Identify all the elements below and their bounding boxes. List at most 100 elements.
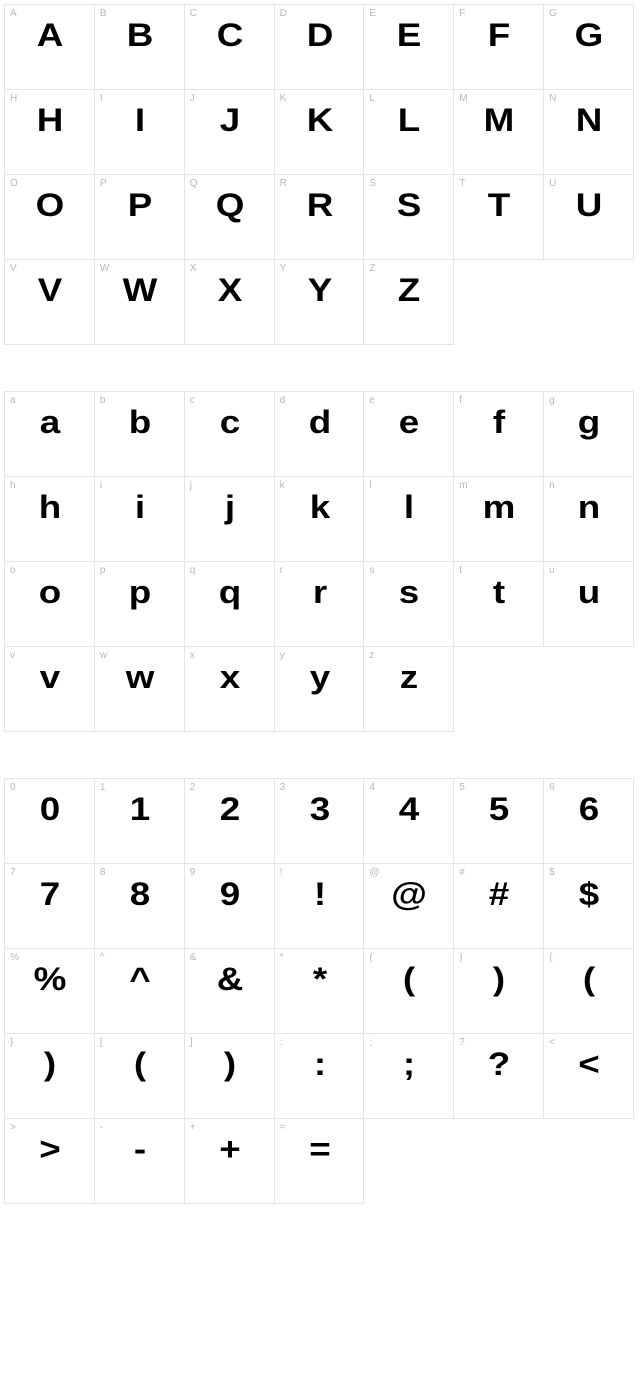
glyph-cell: vv [5,647,95,732]
cell-glyph: p [88,576,190,608]
glyph-cell: ee [364,392,454,477]
cell-label: a [10,395,16,406]
glyph-cell: ** [275,949,365,1034]
cell-glyph: P [88,189,190,221]
glyph-cell: ?? [454,1034,544,1119]
cell-label: c [190,395,195,406]
glyph-grid: AABBCCDDEEFFGGHHIIJJKKLLMMNNOOPPQQRRSSTT… [4,4,634,345]
glyph-cell: == [275,1119,365,1204]
glyph-cell: oo [5,562,95,647]
cell-glyph: Q [178,189,280,221]
cell-label: U [549,178,556,189]
empty-cell [364,1119,454,1204]
glyph-cell: FF [454,5,544,90]
cell-label: j [190,480,192,491]
cell-glyph: a [0,406,101,438]
cell-label: ; [369,1037,372,1048]
glyph-cell: jj [185,477,275,562]
cell-label: V [10,263,17,274]
cell-glyph: I [88,104,190,136]
cell-label: Q [190,178,198,189]
cell-glyph: f [448,406,550,438]
cell-glyph: 2 [178,793,280,825]
cell-label: w [100,650,107,661]
glyph-cell: 22 [185,779,275,864]
cell-label: - [100,1122,103,1133]
glyph-cell: MM [454,90,544,175]
cell-glyph: O [0,189,101,221]
glyph-cell: QQ [185,175,275,260]
glyph-cell: @@ [364,864,454,949]
cell-label: 9 [190,867,196,878]
cell-glyph: # [448,878,550,910]
cell-glyph: l [358,491,460,523]
cell-glyph: J [178,104,280,136]
glyph-cell: ii [95,477,185,562]
glyph-cell: rr [275,562,365,647]
cell-glyph: B [88,19,190,51]
cell-label: 4 [369,782,375,793]
cell-glyph: ) [448,963,550,995]
cell-glyph: 4 [358,793,460,825]
cell-glyph: r [268,576,370,608]
glyph-cell: -- [95,1119,185,1204]
cell-glyph: z [358,661,460,693]
cell-glyph: V [0,274,101,306]
cell-label: : [280,1037,283,1048]
glyph-cell: HH [5,90,95,175]
glyph-cell: ^^ [95,949,185,1034]
cell-label: S [369,178,376,189]
cell-label: 2 [190,782,196,793]
cell-label: D [280,8,287,19]
cell-label: = [280,1122,286,1133]
cell-glyph: u [537,576,639,608]
glyph-cell: DD [275,5,365,90]
glyph-cell: JJ [185,90,275,175]
cell-label: ! [280,867,283,878]
cell-glyph: c [178,406,280,438]
cell-label: 8 [100,867,106,878]
cell-glyph: L [358,104,460,136]
glyph-cell: $$ [544,864,634,949]
glyph-cell: 99 [185,864,275,949]
glyph-cell: OO [5,175,95,260]
glyph-cell: PP [95,175,185,260]
section-uppercase: AABBCCDDEEFFGGHHIIJJKKLLMMNNOOPPQQRRSSTT… [4,4,636,345]
cell-label: N [549,93,556,104]
glyph-cell: )) [454,949,544,1034]
cell-label: R [280,178,287,189]
glyph-cell: GG [544,5,634,90]
cell-label: } [10,1037,13,1048]
glyph-cell: xx [185,647,275,732]
font-character-map: AABBCCDDEEFFGGHHIIJJKKLLMMNNOOPPQQRRSSTT… [0,0,640,1218]
glyph-grid: 00112233445566778899!!@@##$$%%^^&&**(())… [4,778,634,1204]
glyph-cell: CC [185,5,275,90]
cell-label: $ [549,867,555,878]
cell-glyph: t [448,576,550,608]
cell-glyph: v [0,661,101,693]
cell-glyph: d [268,406,370,438]
glyph-cell: ;; [364,1034,454,1119]
glyph-cell: 66 [544,779,634,864]
glyph-cell: 00 [5,779,95,864]
glyph-cell: 44 [364,779,454,864]
glyph-cell: hh [5,477,95,562]
glyph-cell: KK [275,90,365,175]
cell-glyph: C [178,19,280,51]
cell-label: q [190,565,196,576]
glyph-cell: AA [5,5,95,90]
cell-label: ? [459,1037,465,1048]
cell-glyph: * [268,963,370,995]
cell-label: G [549,8,557,19]
cell-label: T [459,178,465,189]
cell-glyph: q [178,576,280,608]
cell-label: F [459,8,465,19]
cell-glyph: X [178,274,280,306]
cell-glyph: ? [448,1048,550,1080]
cell-glyph: F [448,19,550,51]
cell-glyph: A [0,19,101,51]
glyph-cell: (( [364,949,454,1034]
cell-glyph: ) [178,1048,280,1080]
glyph-cell: 88 [95,864,185,949]
cell-glyph: < [537,1048,639,1080]
